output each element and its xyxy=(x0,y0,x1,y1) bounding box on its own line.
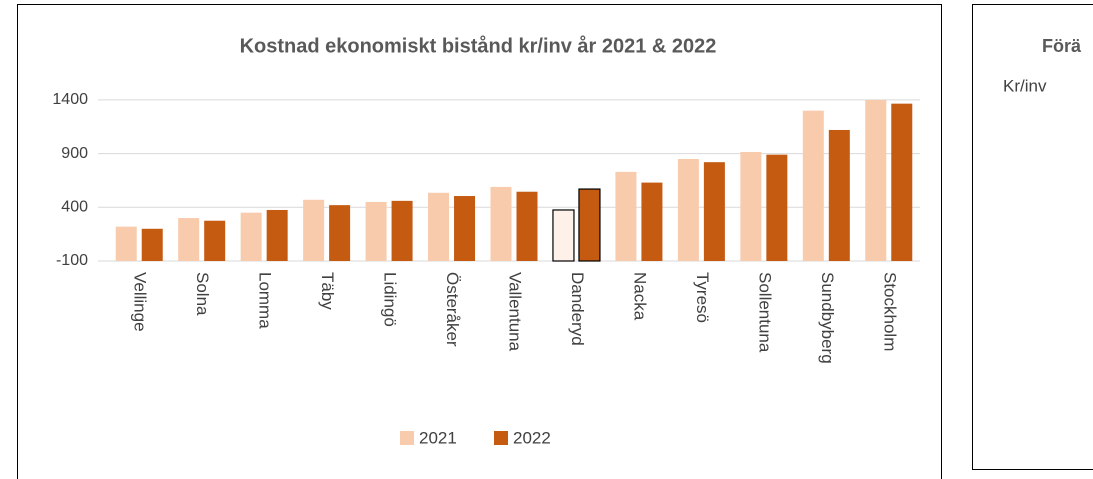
bar xyxy=(891,103,913,261)
x-tick-label: Sollentuna xyxy=(755,272,774,353)
bar xyxy=(516,191,538,261)
y-tick-label: -100 xyxy=(56,252,88,269)
y-tick-label: 900 xyxy=(61,145,88,162)
bar xyxy=(578,188,601,262)
x-tick-label: Lidingö xyxy=(381,272,400,327)
bar xyxy=(552,209,575,262)
bar xyxy=(329,205,351,261)
x-tick-label: Täby xyxy=(318,272,337,310)
chart-frame xyxy=(972,4,1093,470)
x-tick-label: Nacka xyxy=(630,272,649,321)
bar xyxy=(266,209,288,261)
chart-title: Förä xyxy=(1042,36,1082,56)
bar xyxy=(802,110,824,261)
bar xyxy=(766,154,788,261)
x-tick-label: Österåker xyxy=(443,272,462,347)
bar xyxy=(178,218,200,261)
bar xyxy=(365,201,387,261)
legend-swatch xyxy=(400,431,414,445)
bar xyxy=(391,200,413,261)
x-tick-label: Stockholm xyxy=(880,272,899,351)
bar xyxy=(454,196,476,261)
x-tick-label: Vallentuna xyxy=(506,272,525,352)
legend-label: 2021 xyxy=(419,428,457,447)
bar xyxy=(615,171,637,261)
y-tick-label: 400 xyxy=(61,199,88,216)
bar xyxy=(303,199,325,261)
bar xyxy=(490,186,512,261)
x-tick-label: Sundbyberg xyxy=(818,272,837,364)
x-tick-label: Lomma xyxy=(256,272,275,329)
bar xyxy=(865,99,887,262)
legend-swatch xyxy=(494,431,508,445)
bar xyxy=(641,182,663,261)
bar xyxy=(240,212,262,261)
chart-title: Kostnad ekonomiskt bistånd kr/inv år 202… xyxy=(240,34,717,57)
bar xyxy=(428,192,450,261)
x-tick-label: Danderyd xyxy=(568,272,587,346)
y-axis-label: Kr/inv xyxy=(1003,76,1047,95)
bar xyxy=(828,129,850,261)
y-tick-label: 1400 xyxy=(52,91,88,108)
x-tick-label: Vellinge xyxy=(131,272,150,332)
x-tick-label: Solna xyxy=(193,272,212,316)
bar xyxy=(115,226,137,261)
bar xyxy=(703,162,725,261)
legend-label: 2022 xyxy=(513,428,551,447)
bar xyxy=(204,220,226,261)
bar xyxy=(740,151,762,261)
bar xyxy=(141,228,163,261)
x-tick-label: Tyresö xyxy=(693,272,712,323)
chart-frame xyxy=(17,4,942,479)
bar xyxy=(677,158,699,261)
